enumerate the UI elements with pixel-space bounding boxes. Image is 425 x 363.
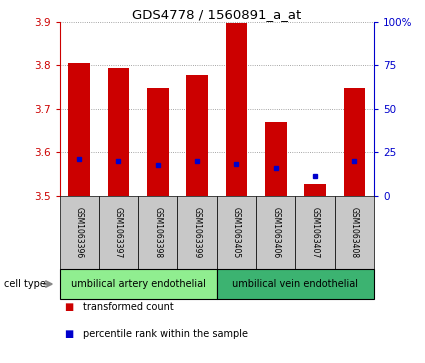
Bar <box>178 196 217 269</box>
Text: transformed count: transformed count <box>83 302 174 312</box>
Bar <box>108 68 129 196</box>
Text: ■: ■ <box>64 302 73 312</box>
Bar <box>256 196 295 269</box>
Bar <box>343 88 365 196</box>
Text: GSM1063407: GSM1063407 <box>311 207 320 258</box>
Bar <box>217 196 256 269</box>
Bar <box>265 122 286 196</box>
Bar <box>217 269 374 299</box>
Bar <box>335 196 374 269</box>
Bar <box>304 184 326 196</box>
Bar <box>147 89 169 196</box>
Text: umbilical vein endothelial: umbilical vein endothelial <box>232 279 358 289</box>
Text: GSM1063408: GSM1063408 <box>350 207 359 258</box>
Text: cell type: cell type <box>4 279 46 289</box>
Bar <box>186 75 208 196</box>
Text: GSM1063396: GSM1063396 <box>75 207 84 258</box>
Text: GSM1063398: GSM1063398 <box>153 207 162 258</box>
Text: GSM1063399: GSM1063399 <box>193 207 201 258</box>
Text: percentile rank within the sample: percentile rank within the sample <box>83 329 248 339</box>
Bar <box>138 196 178 269</box>
Text: GSM1063405: GSM1063405 <box>232 207 241 258</box>
Title: GDS4778 / 1560891_a_at: GDS4778 / 1560891_a_at <box>132 8 301 21</box>
Text: GSM1063406: GSM1063406 <box>271 207 280 258</box>
Bar <box>295 196 335 269</box>
Bar <box>226 23 247 196</box>
Bar <box>99 196 138 269</box>
Bar <box>60 269 217 299</box>
Text: GSM1063397: GSM1063397 <box>114 207 123 258</box>
Text: umbilical artery endothelial: umbilical artery endothelial <box>71 279 206 289</box>
Bar <box>60 196 99 269</box>
Bar <box>68 63 90 196</box>
Text: ■: ■ <box>64 329 73 339</box>
